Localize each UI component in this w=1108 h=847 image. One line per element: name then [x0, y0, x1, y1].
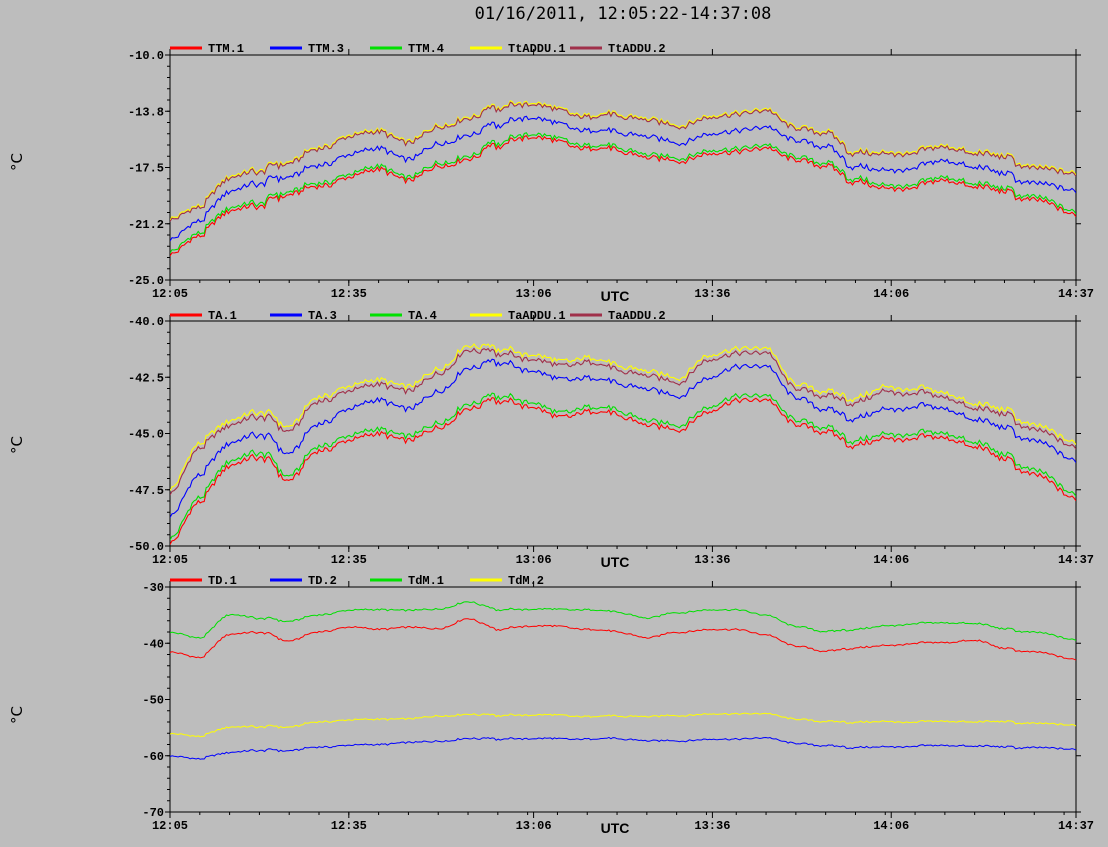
legend-label: TTM.1: [208, 42, 244, 56]
legend-entry-td-1: TD.1: [170, 574, 237, 588]
legend-entry-ta-3: TA.3: [270, 309, 337, 323]
series-line-ta-3: [170, 358, 1076, 518]
x-tick-label: 14:06: [873, 819, 909, 833]
legend-label: TD.1: [208, 574, 237, 588]
series-line-tdm-2: [170, 712, 1076, 738]
legend-entry-ttaddu-2: TtADDU.2: [570, 42, 666, 56]
legend-entry-ttm-4: TTM.4: [370, 42, 444, 56]
series-line-td-1: [170, 618, 1076, 661]
x-tick-label: 14:37: [1058, 819, 1094, 833]
series-line-ttm-1: [170, 135, 1076, 257]
legend-entry-ttm-3: TTM.3: [270, 42, 344, 56]
series-line-taaddu-2: [170, 347, 1076, 496]
series-line-ttm-4: [170, 132, 1076, 254]
legend-label: TA.3: [308, 309, 337, 323]
series-line-td-2: [170, 736, 1076, 760]
legend-label: TD.2: [308, 574, 337, 588]
legend-entry-taaddu-2: TaADDU.2: [570, 309, 666, 323]
legend-entry-ttm-1: TTM.1: [170, 42, 244, 56]
y-tick-label: -21.2: [128, 218, 164, 232]
y-tick-label: -40.0: [128, 315, 164, 329]
x-tick-label: 13:36: [694, 287, 730, 301]
x-tick-label: 14:06: [873, 553, 909, 567]
legend-entry-ttaddu-1: TtADDU.1: [470, 42, 566, 56]
legend-label: TTM.3: [308, 42, 344, 56]
x-axis-label: UTC: [601, 288, 630, 304]
chart-panel-2: -40.0 -42.5 -45.0 -47.5 -50.012:05 12:35 13:06…: [8, 309, 1094, 570]
legend-label: TaADDU.1: [508, 309, 566, 323]
legend-label: TdM.2: [508, 574, 544, 588]
legend-label: TdM.1: [408, 574, 444, 588]
series-line-ttm-3: [170, 115, 1076, 242]
y-tick-label: -47.5: [128, 484, 164, 498]
y-tick-label: -70: [142, 806, 164, 820]
x-tick-label: 13:36: [694, 553, 730, 567]
series-line-taaddu-1: [170, 342, 1076, 491]
y-axis-label: °C: [8, 436, 26, 454]
y-tick-label: -10.0: [128, 49, 164, 63]
series-line-ttaddu-1: [170, 99, 1076, 221]
x-tick-label: 13:06: [516, 287, 552, 301]
y-tick-label: -45.0: [128, 428, 164, 442]
legend-label: TtADDU.1: [508, 42, 566, 56]
y-tick-label: -30: [142, 581, 164, 595]
legend-label: TaADDU.2: [608, 309, 666, 323]
x-tick-label: 12:05: [152, 287, 188, 301]
x-tick-label: 12:35: [331, 553, 367, 567]
legend-entry-taaddu-1: TaADDU.1: [470, 309, 566, 323]
y-axis-label: °C: [8, 706, 26, 724]
y-tick-label: -60: [142, 750, 164, 764]
x-tick-label: 12:05: [152, 819, 188, 833]
x-tick-label: 13:06: [516, 553, 552, 567]
series-line-tdm-1: [170, 601, 1076, 641]
y-tick-label: -13.8: [128, 105, 164, 119]
legend-label: TA.1: [208, 309, 237, 323]
legend-entry-tdm-1: TdM.1: [370, 574, 444, 588]
x-tick-label: 14:06: [873, 287, 909, 301]
x-tick-label: 12:05: [152, 553, 188, 567]
legend-label: TtADDU.2: [608, 42, 666, 56]
x-axis-label: UTC: [601, 820, 630, 836]
y-tick-label: -50.0: [128, 540, 164, 554]
legend-entry-tdm-2: TdM.2: [470, 574, 544, 588]
x-tick-label: 14:37: [1058, 287, 1094, 301]
y-tick-label: -40: [142, 637, 164, 651]
y-tick-label: -25.0: [128, 274, 164, 288]
x-tick-label: 12:35: [331, 819, 367, 833]
chart-panel-1: -10.0 -13.8 -17.5 -21.2 -25.012:05 12:35 13:06…: [8, 42, 1094, 304]
x-tick-label: 13:36: [694, 819, 730, 833]
y-axis-label: °C: [8, 153, 26, 171]
legend-entry-td-2: TD.2: [270, 574, 337, 588]
legend-label: TTM.4: [408, 42, 444, 56]
x-tick-label: 12:35: [331, 287, 367, 301]
y-tick-label: -50: [142, 694, 164, 708]
plot-frame: [169, 586, 1077, 813]
series-line-ta-4: [170, 392, 1076, 541]
x-tick-label: 14:37: [1058, 553, 1094, 567]
x-axis-label: UTC: [601, 554, 630, 570]
y-tick-label: -42.5: [128, 371, 164, 385]
legend-label: TA.4: [408, 309, 437, 323]
legend-entry-ta-1: TA.1: [170, 309, 237, 323]
series-line-ta-1: [170, 396, 1076, 545]
series-line-ttaddu-2: [170, 101, 1076, 222]
y-tick-label: -17.5: [128, 162, 164, 176]
page-title: 01/16/2011, 12:05:22-14:37:08: [474, 4, 772, 24]
legend-entry-ta-4: TA.4: [370, 309, 437, 323]
x-tick-label: 13:06: [516, 819, 552, 833]
